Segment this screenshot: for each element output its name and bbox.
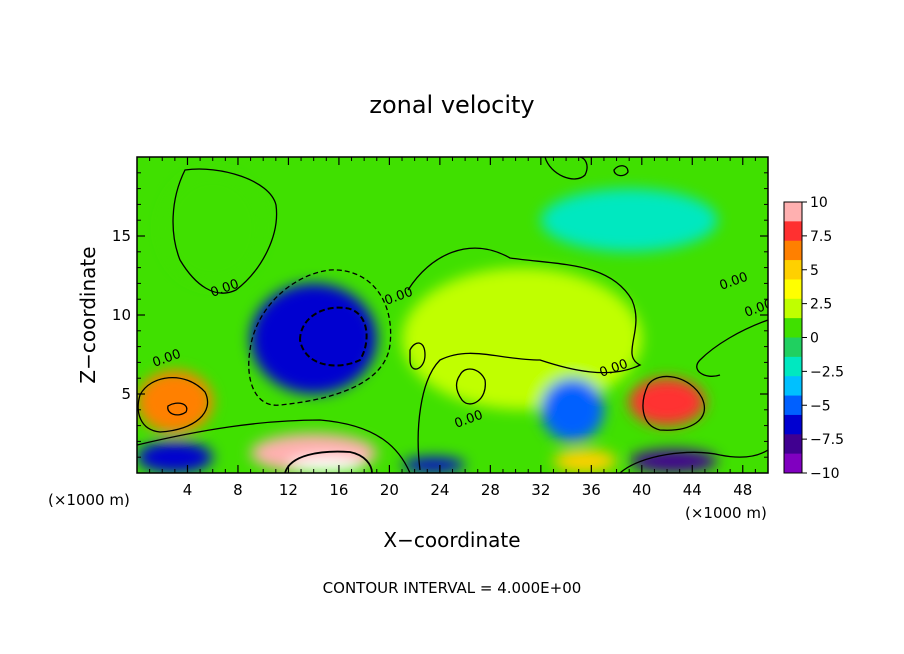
colorbar-swatch (784, 434, 802, 455)
contour-left-positive (137, 377, 209, 433)
x-axis: 4 8 12 16 20 24 28 32 36 40 44 48 (149, 157, 756, 499)
contour-small-b (455, 368, 486, 405)
x-tick-label: 4 (183, 481, 193, 499)
colorbar-tick-label: 7.5 (810, 229, 832, 245)
heatmap-region-surface-center-max (288, 457, 365, 473)
contour-top-small (613, 165, 629, 177)
x-tick-label: 32 (531, 481, 550, 499)
contour-left-inner (167, 402, 188, 416)
contour-lines (137, 157, 768, 473)
y-axis: 5 10 15 (112, 172, 768, 458)
x-tick-label: 48 (733, 481, 752, 499)
colorbar-swatch (784, 202, 802, 222)
contour-zero-upper-left (172, 168, 278, 294)
colorbar-swatch (784, 356, 802, 377)
y-tick-label: 15 (112, 227, 131, 245)
y-axis-label: Z−coordinate (76, 246, 100, 383)
colorbar-tick-label: 5 (810, 263, 819, 279)
colorbar-tick-label: −10 (810, 466, 840, 482)
colorbar-swatch (784, 318, 802, 338)
colorbar-tick-label: −7.5 (810, 432, 844, 448)
heatmap-region-upper-right-weak (540, 188, 718, 252)
x-tick-label: 28 (481, 481, 500, 499)
colorbar-swatch (784, 298, 802, 319)
contour-right-edge (696, 319, 768, 377)
contour-zero-mid (407, 247, 642, 471)
heatmap-region-midlevel-positive (402, 267, 642, 410)
colorbar-swatch (784, 260, 802, 280)
x-tick-label: 16 (329, 481, 348, 499)
heatmap-region-surface-right-negative (629, 449, 718, 473)
contour-top-right (544, 157, 588, 180)
contour-interval-footer: CONTOUR INTERVAL = 4.000E+00 (323, 579, 582, 597)
x-tick-label: 8 (233, 481, 243, 499)
colorbar-swatch (784, 240, 802, 261)
colorbar-swatch (784, 414, 802, 435)
heatmap-region-right-low-positive (629, 378, 705, 426)
heatmap-region-central-jet (250, 283, 377, 395)
colorbar-swatch (784, 453, 802, 474)
x-tick-label: 24 (430, 481, 449, 499)
heatmap-region-surface-band-24 (402, 457, 466, 473)
colorbar-swatch (784, 376, 802, 397)
x-tick-label: 12 (279, 481, 298, 499)
x-tick-label: 44 (683, 481, 702, 499)
x-tick-label: 40 (632, 481, 651, 499)
contour-surface-core (284, 450, 373, 473)
contour-right-positive (642, 375, 705, 431)
chart-title: zonal velocity (369, 91, 534, 119)
y-tick-label: 10 (112, 306, 131, 324)
x-unit-right: (×1000 m) (685, 504, 767, 522)
heatmap-region-surface-mid-positive (553, 449, 617, 473)
colorbar-tick-label: 0 (810, 331, 819, 347)
colorbar: 10 7.5 5 2.5 0 −2.5 −5 −7.5 −10 (783, 195, 844, 482)
x-unit-left: (×1000 m) (48, 491, 130, 509)
x-tick-label: 20 (380, 481, 399, 499)
contour-negative-jet (248, 269, 392, 406)
heatmap-region-upper-left-cell (162, 172, 264, 284)
x-axis-label: X−coordinate (383, 528, 520, 552)
colorbar-tick-label: 10 (810, 195, 828, 211)
contour-surface-right (619, 449, 768, 473)
colorbar-tick-label: −5 (810, 398, 831, 414)
heatmap-field: 0.000.000.000.000.000.000.00 (137, 157, 768, 473)
contour-surface (137, 419, 411, 473)
colorbar-swatch (784, 337, 802, 358)
contour-core-jet (298, 306, 368, 367)
colorbar-tick-label: −2.5 (810, 364, 844, 380)
heatmap-regions (137, 172, 718, 473)
y-tick-label: 5 (121, 385, 131, 403)
colorbar-swatch (784, 279, 802, 300)
heatmap-region-left-low-positive (137, 370, 213, 434)
heatmap-region-surface-left-negative (137, 441, 213, 473)
colorbar-tick-label: 2.5 (810, 297, 832, 313)
colorbar-swatch (784, 395, 802, 416)
x-tick-label: 36 (582, 481, 601, 499)
contour-small-a (409, 342, 426, 370)
heatmap-region-mid-right-negative (540, 378, 604, 442)
colorbar-swatch (784, 221, 802, 242)
